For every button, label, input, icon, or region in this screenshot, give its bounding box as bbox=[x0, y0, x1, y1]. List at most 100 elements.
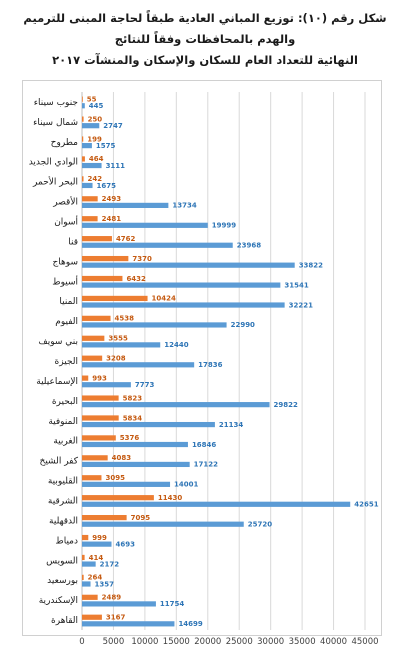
bar-blue bbox=[82, 461, 190, 468]
bar-blue bbox=[82, 222, 208, 228]
data-label: 25720 bbox=[248, 521, 272, 529]
y-category-label: الدقهلية bbox=[49, 516, 78, 526]
x-tick-label: 0 bbox=[79, 637, 84, 647]
bar-orange bbox=[82, 255, 129, 262]
y-category-label: بني سويف bbox=[38, 337, 78, 347]
x-tick-label: 10000 bbox=[131, 637, 158, 647]
data-label: 1357 bbox=[95, 580, 115, 588]
bar-orange bbox=[82, 335, 105, 341]
data-label: 2489 bbox=[102, 594, 122, 602]
bar-orange bbox=[82, 136, 84, 142]
y-category-label: الغربية bbox=[53, 437, 78, 447]
data-label: 10424 bbox=[152, 295, 176, 303]
bar-blue bbox=[82, 162, 102, 169]
data-label: 4762 bbox=[116, 235, 136, 243]
y-category-label: أسوان bbox=[54, 216, 78, 228]
y-category-label: أسيوط bbox=[52, 275, 78, 287]
bar-orange bbox=[82, 275, 123, 282]
y-category-label: الشرقية bbox=[48, 496, 78, 506]
data-label: 17836 bbox=[198, 361, 222, 369]
bar-orange bbox=[82, 355, 103, 361]
x-tick-label: 30000 bbox=[257, 637, 284, 647]
y-category-label: البحر الأحمر bbox=[32, 176, 78, 188]
data-label: 23968 bbox=[237, 242, 261, 250]
data-label: 4538 bbox=[115, 315, 135, 323]
bar-blue bbox=[82, 601, 156, 607]
data-label: 6432 bbox=[126, 275, 146, 283]
bar-orange bbox=[82, 295, 148, 302]
bar-blue bbox=[82, 441, 188, 448]
data-label: 13734 bbox=[172, 202, 196, 210]
bar-blue bbox=[82, 123, 100, 129]
x-tick-label: 40000 bbox=[320, 637, 347, 647]
bar-orange bbox=[82, 156, 85, 162]
bar-orange bbox=[82, 116, 84, 122]
data-label: 464 bbox=[89, 155, 104, 163]
bar-orange bbox=[82, 176, 84, 182]
bar-orange bbox=[82, 574, 84, 580]
data-label: 14699 bbox=[178, 620, 202, 628]
data-label: 250 bbox=[88, 115, 103, 123]
bar-orange bbox=[82, 96, 83, 102]
data-label: 3555 bbox=[108, 335, 128, 343]
data-label: 17122 bbox=[194, 461, 218, 469]
bar-blue bbox=[82, 282, 281, 288]
y-category-label: الإسكندرية bbox=[39, 596, 78, 606]
bar-blue bbox=[82, 382, 131, 388]
x-tick-label: 45000 bbox=[351, 637, 378, 647]
x-tick-label: 15000 bbox=[163, 637, 190, 647]
bar-blue bbox=[82, 621, 175, 627]
bar-orange bbox=[82, 554, 85, 561]
bar-orange bbox=[82, 455, 108, 461]
data-label: 42651 bbox=[354, 501, 378, 509]
data-label: 32221 bbox=[289, 301, 313, 309]
data-label: 7370 bbox=[132, 255, 152, 263]
y-category-label: السويس bbox=[46, 556, 78, 566]
chart-title-line-2: النهائية للتعداد العام للسكان والإسكان و… bbox=[52, 53, 358, 67]
data-label: 7773 bbox=[135, 381, 155, 389]
data-label: 16846 bbox=[192, 441, 216, 449]
bar-orange bbox=[82, 614, 102, 620]
bar-orange bbox=[82, 534, 89, 541]
bar-blue bbox=[82, 143, 92, 149]
bar-blue bbox=[82, 521, 244, 527]
data-label: 5823 bbox=[123, 394, 143, 402]
y-category-label: الجيزة bbox=[55, 357, 78, 367]
y-category-label: الوادي الجديد bbox=[29, 158, 78, 168]
bar-orange bbox=[82, 495, 154, 501]
data-label: 2481 bbox=[102, 215, 122, 223]
data-label: 21134 bbox=[219, 421, 243, 429]
y-category-label: المنوفية bbox=[48, 417, 78, 427]
bar-blue bbox=[82, 302, 285, 308]
data-label: 1675 bbox=[97, 182, 117, 190]
y-category-label: مطروح bbox=[51, 138, 79, 148]
data-label: 5376 bbox=[120, 434, 140, 442]
bar-blue bbox=[82, 322, 227, 328]
bar-orange bbox=[82, 236, 112, 242]
bar-blue bbox=[82, 262, 295, 268]
data-label: 11754 bbox=[160, 600, 184, 608]
bar-blue bbox=[82, 481, 171, 487]
y-category-label: سوهاج bbox=[53, 257, 79, 267]
bar-orange bbox=[82, 375, 89, 381]
data-label: 4083 bbox=[112, 454, 132, 462]
bar-blue bbox=[82, 182, 93, 189]
bar-blue bbox=[82, 541, 112, 547]
bar-orange bbox=[82, 395, 119, 401]
data-label: 31541 bbox=[284, 281, 308, 289]
y-category-label: بورسعيد bbox=[47, 576, 78, 586]
data-label: 2747 bbox=[103, 122, 123, 130]
data-label: 2172 bbox=[100, 560, 120, 568]
y-category-label: دمياط bbox=[55, 536, 78, 546]
y-category-label: قنا bbox=[68, 237, 78, 247]
data-label: 12440 bbox=[164, 341, 188, 349]
bar-orange bbox=[82, 515, 127, 521]
x-tick-label: 5000 bbox=[103, 637, 125, 647]
data-label: 993 bbox=[92, 374, 107, 382]
x-tick-label: 35000 bbox=[289, 637, 316, 647]
data-label: 3208 bbox=[106, 355, 126, 363]
bar-blue bbox=[82, 421, 215, 428]
bar-blue bbox=[82, 342, 161, 348]
data-label: 2493 bbox=[102, 195, 122, 203]
